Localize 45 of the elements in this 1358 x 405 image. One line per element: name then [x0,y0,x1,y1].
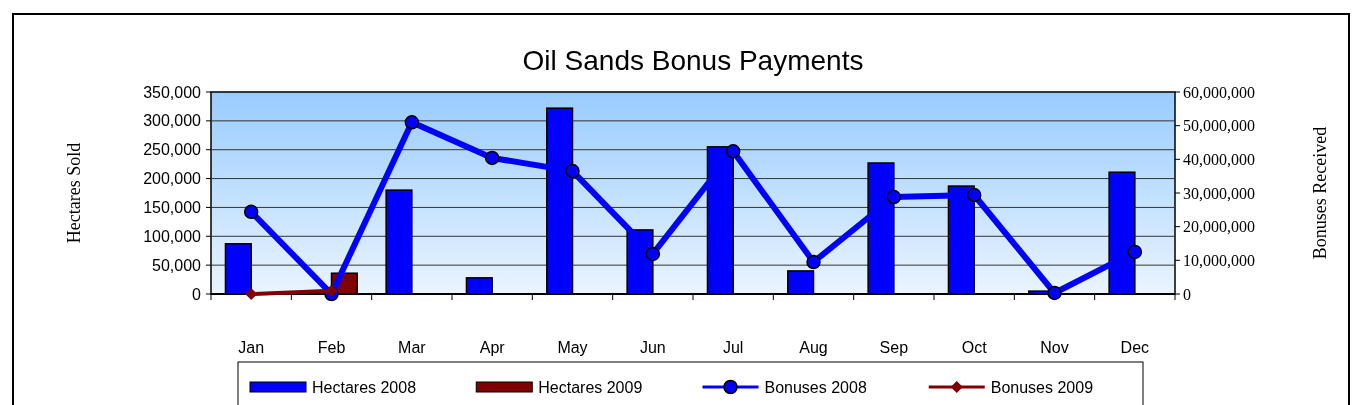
x-tick-label: Jul [722,339,744,356]
point [565,163,580,179]
x-tick-label: Oct [961,339,988,356]
y-axis-title: Hectares Sold [64,142,84,244]
x-tick-label: Nov [1040,339,1069,356]
x-tick-label: Mar [398,339,427,356]
x-tick-label: Apr [479,339,506,356]
x-tick-label: Aug [799,339,828,356]
x-tick-label: May [557,339,588,356]
x-tick-label: Sep [879,339,909,356]
y2-tick-label: 20,000,000 [1183,218,1255,236]
y2-axis-title: Bonuses Received [1310,126,1330,260]
point [886,189,902,205]
chart-title: Oil Sands Bonus Payments [522,45,864,76]
point [645,246,661,262]
x-tick-label: Jun [639,339,666,356]
y-tick-label: 250,000 [143,141,202,159]
y2-tick-label: 0 [1183,285,1191,303]
point [1047,285,1062,301]
point [1127,244,1143,260]
y-tick-label: 50,000 [152,256,202,274]
point [725,144,741,159]
point [404,115,420,130]
legend-label: Hectares 2008 [312,378,417,396]
y-tick-label: 300,000 [143,112,202,130]
y-tick-label: 350,000 [143,83,202,101]
point [806,254,821,270]
x-tick-label: Dec [1120,339,1150,356]
y2-tick-label: 50,000,000 [1183,117,1255,135]
y2-tick-label: 30,000,000 [1183,184,1255,202]
y-tick-label: 150,000 [143,199,202,217]
point [243,204,259,220]
point [484,150,500,166]
y-tick-label: 0 [192,285,202,303]
point [966,187,982,203]
legend-label: Bonuses 2008 [764,378,867,396]
y-tick-label: 200,000 [143,170,202,188]
y2-tick-label: 60,000,000 [1183,83,1255,101]
x-tick-label: Feb [317,339,346,356]
y2-tick-label: 40,000,000 [1183,150,1255,168]
legend-label: Hectares 2009 [538,378,643,396]
y-tick-label: 100,000 [143,227,202,245]
x-tick-label: Jan [238,339,265,356]
legend-label: Bonuses 2009 [990,378,1094,396]
y2-tick-label: 10,000,000 [1183,251,1255,269]
